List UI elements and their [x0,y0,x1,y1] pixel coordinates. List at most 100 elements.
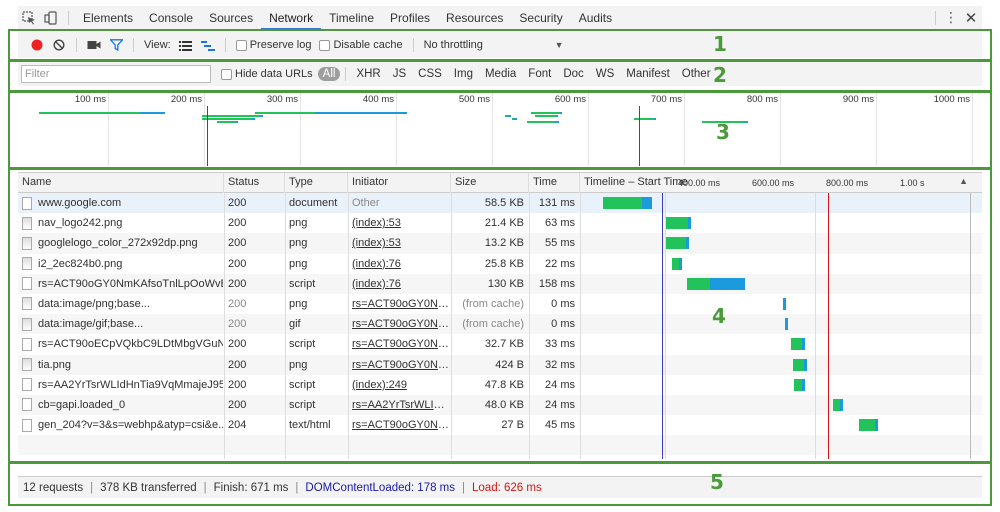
filter-type-manifest[interactable]: Manifest [626,68,670,80]
waterfall-wait-segment [794,378,803,391]
waterfall-bar[interactable] [603,197,652,209]
table-row[interactable]: data:image/gif;base... 200 gif rs=ACT90o… [18,314,982,335]
capture-screenshots-button[interactable] [83,34,105,56]
table-row[interactable]: rs=ACT90oGY0NmKAfsoTnlLpOoWvB... 200 scr… [18,273,982,294]
filter-bar: Filter Hide data URLs All XHR JS CSS Img Medi… [18,62,982,86]
filter-type-js[interactable]: JS [392,68,407,80]
waterfall-bar[interactable] [832,398,844,411]
waterfall-receive-segment [785,318,789,331]
filter-type-all[interactable]: All [317,67,341,81]
waterfall-bar[interactable] [686,277,746,290]
finish-marker [970,193,971,459]
filter-type-xhr[interactable]: XHR [356,68,381,80]
overview-tick-label: 200 ms [170,94,202,105]
overview-toggle-button[interactable] [197,34,219,56]
dom-content-loaded-marker [661,193,663,459]
column-header-time[interactable]: Time [529,173,580,193]
table-row[interactable]: cb=gapi.loaded_0 200 script rs=AA2YrTsrW… [18,394,982,416]
waterfall-bar[interactable] [785,318,789,331]
tab-audits[interactable]: Audits [578,10,613,25]
request-name[interactable]: cb=gapi.loaded_0 [18,395,223,415]
column-header-name[interactable]: Name [18,173,224,193]
column-header-initiator[interactable]: Initiator [348,173,451,193]
waterfall-receive-segment [685,237,689,250]
waterfall-receive-segment [802,378,806,391]
disable-cache-checkbox[interactable]: Disable cache [319,39,403,51]
tab-timeline[interactable]: Timeline [329,10,375,25]
waterfall-bar[interactable] [671,257,683,270]
waterfall-bar[interactable] [794,378,806,391]
tab-sources[interactable]: Sources [209,10,254,25]
checkbox-box[interactable] [235,39,247,51]
request-name[interactable]: tia.png [18,355,223,375]
checkbox-box[interactable] [319,39,331,51]
filter-type-ws[interactable]: WS [595,68,615,80]
filter-type-media[interactable]: Media [484,68,517,80]
preserve-log-checkbox[interactable]: Preserve log [235,39,311,51]
table-row[interactable]: i2_2ec824b0.png 200 png (index):76 25.8 … [18,254,982,274]
hide-data-urls-checkbox[interactable]: Hide data URLs [221,68,313,80]
table-row[interactable]: www.google.com 200 document Other 58.5 K… [18,193,982,214]
tab-console[interactable]: Console [149,10,194,25]
request-name[interactable]: rs=ACT90oECpVQkbC9LDtMbgVGuN... [18,334,223,354]
filter-type-doc[interactable]: Doc [563,68,584,80]
request-name[interactable]: data:image/gif;base... [18,314,223,334]
table-row[interactable]: rs=AA2YrTsrWLIdHnTia9VqMmajeJ95... 200 s… [18,375,982,395]
filter-type-css[interactable]: CSS [418,68,442,80]
request-name[interactable]: gen_204?v=3&s=webhp&atyp=csi&e... [18,415,223,435]
request-name[interactable]: data:image/png;base... [18,294,223,314]
overview-receive-bar [260,115,263,117]
network-overview[interactable]: 100 ms 200 ms 300 ms 400 ms 500 ms 600 ms 700 … [10,92,982,166]
sort-ascending-icon: ▲ [959,176,968,186]
table-row[interactable]: nav_logo242.png 200 png (index):53 21.4 … [18,213,982,233]
tab-resources[interactable]: Resources [446,10,504,25]
tab-network[interactable]: Network [261,6,322,30]
clear-button[interactable] [48,34,70,56]
request-name[interactable]: googlelogo_color_272x92dp.png [18,233,223,253]
file-icon [22,317,32,331]
table-row[interactable]: tia.png 200 png rs=ACT90oGY0Nm... 424 B … [18,354,982,375]
tab-profiles[interactable]: Profiles [390,10,431,25]
filter-type-font[interactable]: Font [528,68,552,80]
waterfall-bar[interactable] [666,217,692,230]
filter-type-img[interactable]: Img [453,68,473,80]
large-rows-button[interactable] [175,34,197,56]
table-row[interactable]: rs=ACT90oECpVQkbC9LDtMbgVGuN... 200 scri… [18,334,982,354]
table-row[interactable]: googlelogo_color_272x92dp.png 200 png (i… [18,233,982,254]
table-row[interactable] [18,435,982,456]
annotation-box-requests-table [8,168,992,463]
filter-input[interactable]: Filter [21,65,211,83]
request-name-text: rs=ACT90oECpVQkbC9LDtMbgVGuN... [38,338,223,351]
column-header-status[interactable]: Status [224,173,285,193]
tab-security[interactable]: Security [519,10,563,25]
column-header-type[interactable]: Type [285,173,348,193]
waterfall-bar[interactable] [792,358,807,371]
filter-separator [345,67,347,81]
more-options-icon[interactable]: ⋮ [944,9,958,25]
column-header-size[interactable]: Size [451,173,529,193]
checkbox-box[interactable] [221,68,232,80]
waterfall-bar[interactable] [791,338,806,351]
request-name[interactable]: nav_logo242.png [18,213,223,233]
table-row[interactable]: gen_204?v=3&s=webhp&atyp=csi&e... 204 te… [18,415,982,435]
waterfall-bar[interactable] [782,297,786,310]
close-icon[interactable]: ✕ [964,9,978,27]
request-name[interactable]: www.google.com [18,193,223,213]
waterfall-bar[interactable] [858,419,879,432]
table-row[interactable]: data:image/png;base... 200 png rs=ACT90o… [18,294,982,314]
filter-toggle-button[interactable] [105,34,127,56]
overview-tick-label: 300 ms [266,94,298,105]
column-header-timeline[interactable]: Timeline – Start Time [580,173,982,193]
request-name[interactable]: rs=ACT90oGY0NmKAfsoTnlLpOoWvB... [18,274,223,294]
request-name[interactable]: i2_2ec824b0.png [18,254,223,274]
tab-elements[interactable]: Elements [83,10,134,25]
filter-type-other[interactable]: Other [681,68,711,80]
throttling-select[interactable]: No throttling ▼ [424,39,564,51]
device-mode-button[interactable] [40,7,62,29]
request-name[interactable]: rs=AA2YrTsrWLIdHnTia9VqMmajeJ95... [18,375,223,395]
timeline-tick-label: 600.00 ms [752,178,795,188]
waterfall-bar[interactable] [666,237,689,250]
overview-wait-bar [526,121,556,123]
record-button[interactable] [26,34,48,56]
inspect-element-button[interactable] [18,7,40,29]
